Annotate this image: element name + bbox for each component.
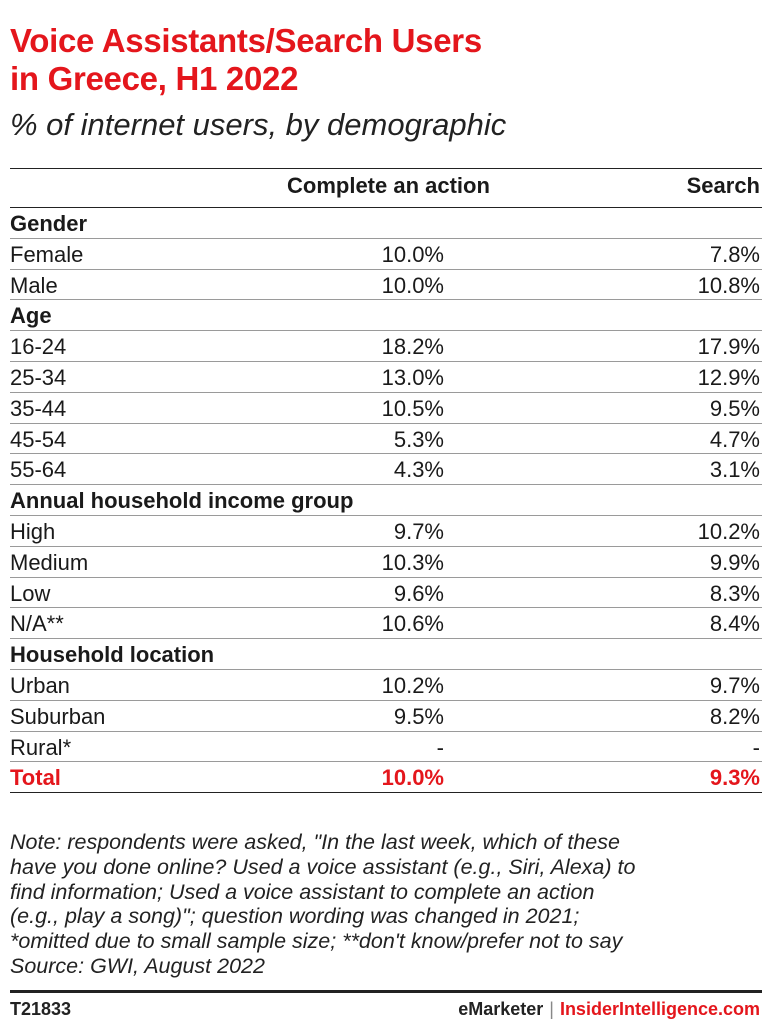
group-label: Gender: [10, 211, 88, 236]
table-row: 45-54 5.3% 4.7%: [10, 424, 762, 455]
group-label: Annual household income group: [10, 488, 354, 514]
group-label: Age: [10, 303, 52, 329]
table-group-row: Household location: [10, 639, 762, 670]
cell-complete-an-action: 13.0%: [381, 364, 444, 390]
cell-complete-an-action: 10.3%: [381, 549, 444, 575]
chart-notes: Note: respondents were asked, "In the la…: [10, 830, 762, 979]
chart-title: Voice Assistants/Search Users in Greece,…: [10, 22, 762, 98]
cell-search: 9.3%: [709, 765, 760, 791]
table-row: Male 10.0% 10.8%: [10, 270, 762, 301]
table-row: Female 10.0% 7.8%: [10, 239, 762, 270]
table-row: Rural* - -: [10, 732, 762, 763]
group-label: Household location: [10, 642, 215, 668]
cell-search: 8.4%: [709, 611, 760, 637]
row-label: N/A**: [10, 611, 64, 637]
cell-search: 17.9%: [697, 334, 760, 360]
row-label: Rural*: [10, 734, 72, 760]
brand-separator: |: [549, 999, 554, 1019]
column-header-complete: Complete an action: [287, 173, 490, 198]
cell-search: 7.8%: [709, 241, 760, 267]
table-row: 25-34 13.0% 12.9%: [10, 362, 762, 393]
cell-complete-an-action: 9.7%: [393, 518, 444, 544]
cell-search: 8.2%: [709, 703, 760, 729]
table-body: Gender Female 10.0% 7.8% Male 10.0% 10.8% Age 16…: [10, 208, 762, 794]
table-row: Urban 10.2% 9.7%: [10, 670, 762, 701]
note-line: *omitted due to small sample size; **don…: [10, 929, 623, 954]
cell-complete-an-action: 10.6%: [381, 611, 444, 637]
column-header-search: Search: [686, 173, 760, 198]
brand: eMarketer | InsiderIntelligence.com: [458, 999, 760, 1020]
row-label: Medium: [10, 549, 89, 575]
cell-complete-an-action: 10.0%: [381, 765, 444, 791]
title-line-1: Voice Assistants/Search Users: [10, 22, 482, 59]
table-row: 35-44 10.5% 9.5%: [10, 393, 762, 424]
chart-code: T21833: [10, 999, 72, 1019]
note-line: (e.g., play a song)"; question wording w…: [10, 904, 580, 929]
cell-search: 3.1%: [709, 457, 760, 483]
source-line: Source: GWI, August 2022: [10, 953, 265, 978]
row-label: 25-34: [10, 364, 67, 390]
table-row: 55-64 4.3% 3.1%: [10, 454, 762, 486]
row-label: 35-44: [10, 395, 67, 421]
cell-search: 9.9%: [709, 549, 760, 575]
table-row: Low 9.6% 8.3%: [10, 578, 762, 609]
row-label: Suburban: [10, 703, 106, 729]
table-group-row: Annual household income group: [10, 485, 762, 516]
table-group-row: Age: [10, 300, 762, 332]
cell-complete-an-action: 10.2%: [381, 672, 444, 698]
cell-complete-an-action: 18.2%: [381, 334, 444, 360]
cell-search: -: [752, 734, 760, 760]
cell-search: 10.2%: [697, 518, 760, 544]
data-table: Complete an action Search Gender Female 10…: [10, 168, 762, 794]
table-row: Medium 10.3% 9.9%: [10, 547, 762, 578]
cell-search: 12.9%: [697, 364, 760, 390]
note-line: Note: respondents were asked, "In the la…: [10, 830, 620, 854]
cell-complete-an-action: 9.6%: [393, 580, 444, 606]
chart-page: Voice Assistants/Search Users in Greece,…: [10, 22, 762, 1019]
row-label: 16-24: [10, 334, 67, 360]
row-label: Female: [10, 241, 84, 267]
row-label: Male: [10, 272, 58, 298]
cell-complete-an-action: 9.5%: [393, 703, 444, 729]
note-line: have you done online? Used a voice assis…: [10, 854, 636, 879]
footer: T21833 eMarketer | InsiderIntelligence.com: [10, 990, 762, 1023]
cell-complete-an-action: 10.5%: [381, 395, 444, 421]
cell-complete-an-action: 4.3%: [393, 457, 444, 483]
table-row: N/A** 10.6% 8.4%: [10, 608, 762, 640]
cell-search: 9.5%: [709, 395, 760, 421]
note-line: find information; Used a voice assistant…: [10, 879, 595, 904]
chart-subtitle: % of internet users, by demographic: [10, 107, 507, 142]
cell-complete-an-action: 10.0%: [381, 241, 444, 267]
row-label: 55-64: [10, 457, 67, 483]
cell-complete-an-action: 10.0%: [381, 272, 444, 298]
title-line-2: in Greece, H1 2022: [10, 60, 299, 97]
table-row: Suburban 9.5% 8.2%: [10, 701, 762, 732]
cell-complete-an-action: -: [436, 734, 444, 760]
row-label: Total: [10, 765, 61, 791]
table-row: 16-24 18.2% 17.9%: [10, 331, 762, 362]
table-group-row: Gender: [10, 208, 762, 239]
cell-search: 9.7%: [709, 672, 760, 698]
brand-insider-intelligence: InsiderIntelligence.com: [559, 999, 760, 1019]
row-label: Urban: [10, 672, 70, 698]
row-label: Low: [10, 580, 51, 606]
row-label: High: [10, 518, 56, 544]
cell-search: 10.8%: [697, 272, 760, 298]
row-label: 45-54: [10, 426, 67, 452]
cell-search: 4.7%: [709, 426, 760, 452]
cell-search: 8.3%: [709, 580, 760, 606]
brand-emarketer: eMarketer: [458, 999, 544, 1019]
table-total-row: Total 10.0% 9.3%: [10, 762, 762, 794]
cell-complete-an-action: 5.3%: [393, 426, 444, 452]
table-header: Complete an action Search: [10, 169, 762, 208]
table-row: High 9.7% 10.2%: [10, 516, 762, 547]
